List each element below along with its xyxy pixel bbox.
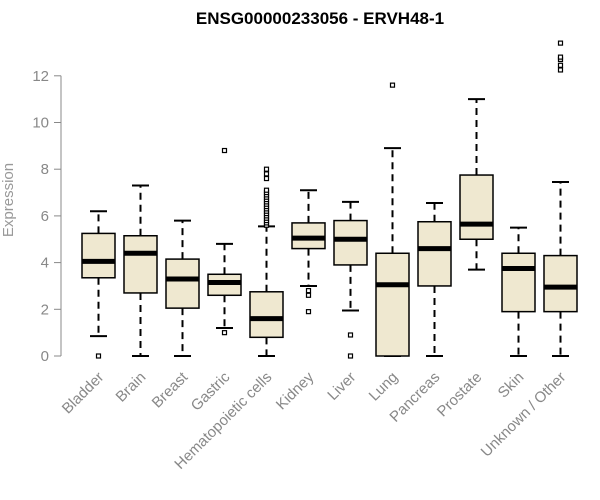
x-tick-label: Kidney	[273, 368, 318, 413]
box-liver	[333, 200, 368, 359]
box-breast	[165, 219, 200, 357]
outlier-point	[557, 54, 564, 60]
box-hematopoietic-cells	[249, 166, 284, 357]
iqr-box	[249, 291, 284, 339]
y-tick-label: 2	[41, 301, 49, 318]
x-tick-label: Brain	[113, 369, 150, 406]
boxes-group	[81, 40, 578, 359]
x-tick-label: Prostate	[434, 369, 486, 421]
outlier-point	[347, 332, 354, 338]
x-tick-label: Bladder	[59, 369, 108, 418]
outlier-point	[263, 187, 270, 193]
outlier-point	[263, 166, 270, 172]
y-axis: 0 2 4 6 8 10 12	[32, 68, 62, 365]
iqr-box	[375, 252, 410, 357]
x-tick-label: Lung	[366, 369, 402, 405]
outlier-point	[389, 82, 396, 88]
y-tick-label: 6	[41, 208, 49, 225]
outlier-point	[557, 40, 564, 46]
box-pancreas	[417, 202, 452, 357]
iqr-box	[501, 252, 536, 313]
x-tick-label: Skin	[495, 369, 528, 402]
chart-title: ENSG00000233056 - ERVH48-1	[196, 9, 444, 28]
outlier-point	[263, 175, 270, 182]
outlier-point	[347, 353, 354, 359]
outlier-point	[305, 309, 312, 315]
outlier-point	[263, 171, 270, 177]
iqr-box	[543, 254, 578, 313]
box-bladder	[81, 210, 116, 359]
y-tick-label: 4	[41, 255, 49, 272]
box-kidney	[291, 189, 326, 315]
x-tick-label: Liver	[324, 369, 359, 404]
iqr-box	[123, 234, 158, 294]
iqr-box	[333, 219, 368, 266]
iqr-box	[417, 220, 452, 287]
outlier-point	[305, 292, 312, 298]
box-lung	[375, 82, 410, 357]
outlier-point	[95, 353, 102, 359]
box-brain	[123, 184, 158, 357]
y-tick-label: 8	[41, 161, 49, 178]
box-prostate	[459, 98, 494, 271]
outlier-point	[305, 288, 312, 294]
outlier-point	[221, 330, 228, 336]
outlier-point	[557, 67, 564, 73]
outlier-point	[221, 147, 228, 154]
box-skin	[501, 226, 536, 357]
y-tick-label: 0	[41, 348, 49, 365]
x-tick-label: Breast	[149, 368, 192, 411]
y-tick-label: 12	[32, 68, 49, 85]
iqr-box	[81, 232, 116, 279]
iqr-box	[459, 174, 494, 241]
y-tick-label: 10	[32, 115, 49, 132]
outlier-point	[557, 62, 564, 68]
y-axis-label: Expression	[0, 163, 17, 237]
box-unknown-other	[543, 40, 578, 357]
box-gastric	[207, 147, 242, 336]
iqr-box	[165, 258, 200, 309]
